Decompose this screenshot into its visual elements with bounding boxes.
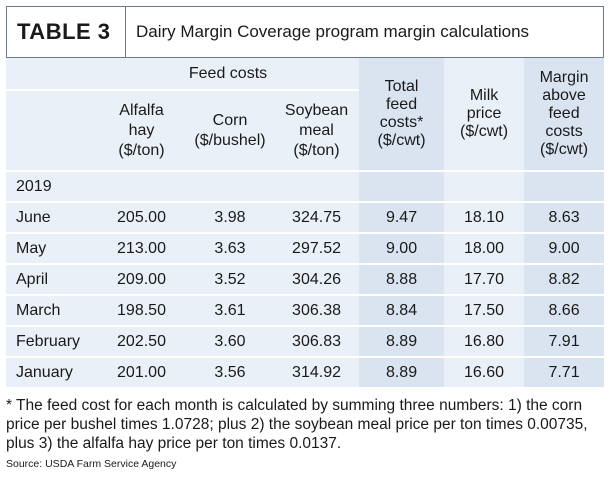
value-cell: 3.60 <box>186 326 274 358</box>
table-title-bar: TABLE 3 Dairy Margin Coverage program ma… <box>6 6 604 58</box>
table-cell <box>186 171 274 203</box>
value-cell: 7.91 <box>524 326 605 358</box>
table-row: June 205.00 3.98 324.75 9.47 18.10 8.63 <box>6 202 605 234</box>
month-cell: February <box>6 326 97 358</box>
column-header-total-feed-costs: Total feed costs* ($/cwt) <box>359 58 445 172</box>
month-cell: June <box>6 202 97 234</box>
table-row: February 202.50 3.60 306.83 8.89 16.80 7… <box>6 326 605 358</box>
value-cell: 213.00 <box>97 233 186 265</box>
value-cell: 9.47 <box>359 202 445 234</box>
header-line: ($/ton) <box>118 141 165 159</box>
month-cell: January <box>6 357 97 389</box>
value-cell: 3.63 <box>186 233 274 265</box>
value-cell: 16.80 <box>444 326 525 358</box>
value-cell: 9.00 <box>359 233 445 265</box>
header-line: costs <box>545 123 583 140</box>
header-line: ($/cwt) <box>540 141 589 158</box>
value-cell: 8.66 <box>524 295 605 327</box>
value-cell: 9.00 <box>524 233 605 265</box>
value-cell: 198.50 <box>97 295 186 327</box>
value-cell: 3.61 <box>186 295 274 327</box>
value-cell: 297.52 <box>274 233 360 265</box>
feed-costs-group-header: Feed costs <box>97 58 360 91</box>
value-cell: 201.00 <box>97 357 186 389</box>
header-line: hay <box>128 121 155 139</box>
header-line: costs* <box>379 114 424 131</box>
value-cell: 8.89 <box>359 326 445 358</box>
value-cell: 314.92 <box>274 357 360 389</box>
header-line: feed <box>385 96 418 113</box>
header-line: Alfalfa <box>119 101 164 119</box>
header-blank-cell <box>6 58 97 91</box>
value-cell: 3.98 <box>186 202 274 234</box>
source-note: Source: USDA Farm Service Agency <box>6 458 177 470</box>
value-cell: 18.00 <box>444 233 525 265</box>
header-line: meal <box>299 121 334 139</box>
header-line: above <box>542 87 586 104</box>
month-cell: May <box>6 233 97 265</box>
header-line: ($/bushel) <box>194 131 266 149</box>
header-line: feed <box>548 105 580 122</box>
table-cell <box>444 171 525 203</box>
table-footnote: * The feed cost for each month is calcul… <box>6 397 588 452</box>
table-row: May 213.00 3.63 297.52 9.00 18.00 9.00 <box>6 233 605 265</box>
value-cell: 202.50 <box>97 326 186 358</box>
value-cell: 8.63 <box>524 202 605 234</box>
value-cell: 17.50 <box>444 295 525 327</box>
header-blank-cell <box>6 90 97 172</box>
table-number: TABLE 3 <box>7 7 126 57</box>
header-line: Corn <box>212 111 248 129</box>
column-header-corn: Corn ($/bushel) <box>186 90 274 172</box>
column-header-soybean: Soybean meal ($/ton) <box>274 90 360 172</box>
table-row: April 209.00 3.52 304.26 8.88 17.70 8.82 <box>6 264 605 296</box>
table-cell <box>274 171 360 203</box>
value-cell: 8.88 <box>359 264 445 296</box>
margin-table: Feed costs Total feed costs* ($/cwt) Mil… <box>6 58 605 389</box>
value-cell: 3.56 <box>186 357 274 389</box>
value-cell: 205.00 <box>97 202 186 234</box>
table-row: January 201.00 3.56 314.92 8.89 16.60 7.… <box>6 357 605 389</box>
value-cell: 16.60 <box>444 357 525 389</box>
header-line: Soybean <box>284 101 349 119</box>
value-cell: 3.52 <box>186 264 274 296</box>
value-cell: 8.84 <box>359 295 445 327</box>
table-caption: Dairy Margin Coverage program margin cal… <box>136 22 530 41</box>
value-cell: 17.70 <box>444 264 525 296</box>
value-cell: 306.83 <box>274 326 360 358</box>
value-cell: 8.89 <box>359 357 445 389</box>
value-cell: 18.10 <box>444 202 525 234</box>
value-cell: 7.71 <box>524 357 605 389</box>
year-row: 2019 <box>6 171 605 203</box>
table-cell <box>524 171 605 203</box>
header-row-group: Feed costs Total feed costs* ($/cwt) Mil… <box>6 58 605 172</box>
value-cell: 306.38 <box>274 295 360 327</box>
value-cell: 324.75 <box>274 202 360 234</box>
month-cell: March <box>6 295 97 327</box>
header-line: Margin <box>539 69 589 86</box>
header-line: ($/cwt) <box>377 132 426 149</box>
column-header-alfalfa: Alfalfa hay ($/ton) <box>97 90 186 172</box>
column-header-margin: Margin above feed costs ($/cwt) <box>524 58 605 172</box>
value-cell: 304.26 <box>274 264 360 296</box>
header-row-columns: Alfalfa hay ($/ton) Corn ($/bushel) Soyb… <box>6 90 604 172</box>
header-line: Milk <box>469 87 499 104</box>
header-line: price <box>466 105 502 122</box>
table-row: March 198.50 3.61 306.38 8.84 17.50 8.66 <box>6 295 605 327</box>
table-cell <box>97 171 186 203</box>
header-line: ($/ton) <box>293 141 340 159</box>
year-label: 2019 <box>6 171 97 203</box>
month-cell: April <box>6 264 97 296</box>
column-header-milk-price: Milk price ($/cwt) <box>444 58 525 172</box>
header-line: Total <box>384 78 419 95</box>
value-cell: 8.82 <box>524 264 605 296</box>
header-line: ($/cwt) <box>460 123 509 140</box>
table-cell <box>359 171 445 203</box>
value-cell: 209.00 <box>97 264 186 296</box>
